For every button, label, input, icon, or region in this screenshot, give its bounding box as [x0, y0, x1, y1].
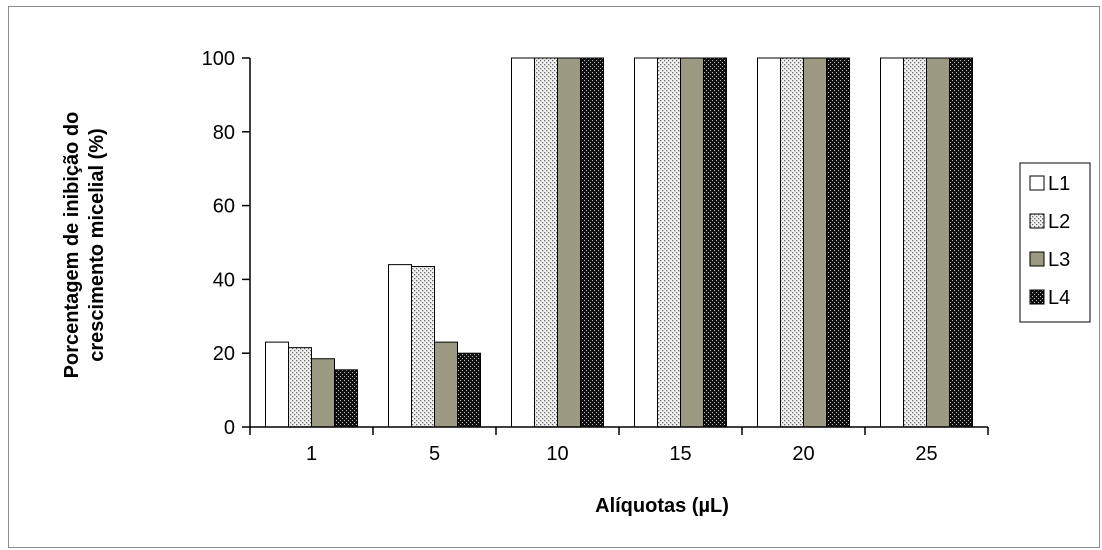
- y-tick-label: 80: [213, 122, 235, 144]
- legend-label-l1: L1: [1048, 173, 1070, 195]
- y-axis-title-line-2: crescimento micelial (%): [86, 128, 108, 361]
- bar-l3-1: [311, 358, 335, 428]
- bar-l2-15: [657, 57, 681, 428]
- bar-l1-20: [757, 57, 781, 428]
- legend-swatch-l1: [1029, 175, 1045, 191]
- y-axis-title-line-1: Porcentagem de inibição do: [61, 112, 83, 379]
- legend-label-l2: L2: [1048, 211, 1070, 233]
- bar-l1-10: [511, 57, 535, 428]
- y-axis-ticks: 0 20 40 60 80 100: [202, 48, 250, 439]
- bar-l2-25: [903, 57, 927, 428]
- legend-label-l3: L3: [1048, 249, 1070, 271]
- x-tick-label: 25: [915, 443, 937, 465]
- y-tick-label: 40: [213, 269, 235, 291]
- bar-l4-1: [334, 369, 358, 428]
- x-tick-label: 1: [306, 443, 317, 465]
- bar-l2-1: [288, 347, 312, 428]
- x-tick-label: 15: [669, 443, 691, 465]
- y-tick-label: 0: [224, 417, 235, 439]
- bar-l4-5: [457, 352, 481, 428]
- legend: L1 L2 L3 L4: [1019, 162, 1091, 323]
- y-axis-title: Porcentagem de inibição do crescimento m…: [61, 112, 108, 379]
- legend-swatch-l2: [1029, 213, 1045, 229]
- bar-l2-5: [411, 265, 435, 428]
- bar-l4-10: [580, 57, 604, 428]
- y-tick-label: 60: [213, 196, 235, 218]
- bar-l3-10: [557, 57, 581, 428]
- bar-l3-25: [926, 57, 950, 428]
- legend-items: L1 L2 L3 L4: [1029, 173, 1070, 309]
- bars-layer: [265, 57, 973, 428]
- x-tick-label: 20: [792, 443, 814, 465]
- x-axis-ticks: 1 5 10 15 20 25: [249, 427, 989, 465]
- legend-swatch-l4: [1029, 289, 1045, 305]
- legend-swatch-l3: [1029, 251, 1045, 267]
- bar-l4-25: [949, 57, 973, 428]
- legend-label-l4: L4: [1048, 287, 1070, 309]
- x-tick-label: 5: [429, 443, 440, 465]
- y-tick-label: 100: [202, 48, 235, 70]
- bar-l2-10: [534, 57, 558, 428]
- bar-l1-1: [265, 341, 289, 428]
- bar-l1-5: [388, 264, 412, 428]
- bar-l1-25: [880, 57, 904, 428]
- bar-l3-5: [434, 341, 458, 428]
- y-tick-label: 20: [213, 343, 235, 365]
- bar-l3-20: [803, 57, 827, 428]
- bar-l2-20: [780, 57, 804, 428]
- bar-l4-20: [826, 57, 850, 428]
- x-tick-label: 10: [546, 443, 568, 465]
- bar-l3-15: [680, 57, 704, 428]
- x-axis-title: Alíquotas (µL): [595, 495, 729, 517]
- bar-l4-15: [703, 57, 727, 428]
- bar-l1-15: [634, 57, 658, 428]
